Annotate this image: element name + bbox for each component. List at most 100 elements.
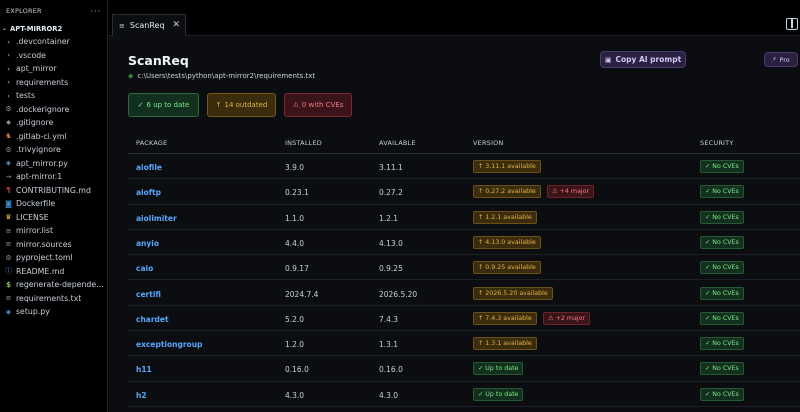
gitlab-icon: ♞	[5, 132, 12, 141]
table-row: certifi 2024.7.4 2026.5.20 ↑ 2026.5.20 avai…	[128, 281, 800, 306]
file-tree-item[interactable]: › apt_mirror	[0, 62, 107, 76]
title-strip	[108, 0, 800, 14]
package-link[interactable]: h2	[136, 390, 147, 400]
lightning-icon: ⚡	[772, 56, 777, 63]
security-badge: ✓ No CVEs	[700, 337, 744, 351]
stat-cves-text: 0 with CVEs	[301, 101, 344, 109]
package-link[interactable]: aioftp	[136, 188, 162, 198]
available-version: 1.2.1	[379, 213, 399, 223]
file-tree-item[interactable]: ≡ mirror.sources	[0, 238, 107, 252]
package-link[interactable]: exceptiongroup	[136, 340, 203, 350]
file-tree-item[interactable]: ◆ .gitignore	[0, 116, 107, 130]
stat-outdated: ↑ 14 outdated	[207, 93, 276, 117]
installed-version: 0.23.1	[285, 188, 309, 198]
file-tree-item[interactable]: ⓘ README.md	[0, 265, 107, 279]
package-link[interactable]: certifi	[136, 289, 161, 299]
check-icon: ✓	[137, 101, 144, 109]
dollar-icon: $	[6, 280, 11, 289]
file-tree-item[interactable]: ≡ requirements.txt	[0, 292, 107, 306]
file-tree-item[interactable]: ◈ setup.py	[0, 305, 107, 319]
available-version: 0.9.25	[379, 264, 403, 274]
column-package: PACKAGE	[136, 139, 168, 147]
available-version: 3.11.1	[379, 163, 403, 172]
version-badge: ↑ 4.13.0 available	[473, 235, 541, 249]
version-badge: ✓ Up to date	[473, 387, 524, 401]
version-badge: ↑ 3.11.1 available	[473, 160, 541, 173]
file-tree-item[interactable]: ◈ apt_mirror.py	[0, 157, 107, 171]
file-tree-item[interactable]: ⚙ pyproject.toml	[0, 251, 107, 265]
version-badge: ↑ 0.27.2 available	[473, 185, 541, 199]
table-header: PACKAGE INSTALLED AVAILABLE VERSION SECU…	[128, 130, 800, 154]
security-badge: ✓ No CVEs	[700, 286, 744, 300]
version-badge: ✓ Up to date	[473, 362, 524, 376]
file-tree-item-label: .gitlab-ci.yml	[16, 131, 67, 141]
copy-ai-prompt-label: Copy AI prompt	[615, 55, 682, 64]
file-tree-item[interactable]: ♛ LICENSE	[0, 211, 107, 225]
table-row: exceptiongroup 1.2.0 1.3.1 ↑ 1.3.1 availabl…	[128, 331, 800, 357]
package-link[interactable]: anyio	[136, 238, 160, 248]
package-link[interactable]: aiofile	[136, 163, 163, 172]
page-title: ScanReq	[128, 53, 189, 68]
column-version: VERSION	[473, 139, 504, 147]
explorer-title: EXPLORER	[6, 7, 42, 15]
installed-version: 2024.7.4	[285, 289, 319, 299]
file-tree-item[interactable]: ◙ Dockerfile	[0, 197, 107, 211]
package-link[interactable]: caio	[136, 264, 154, 274]
scanreq-panel: ScanReq ◈ c:\Users\tests\python\apt-mirr…	[108, 37, 800, 412]
package-link[interactable]: h11	[136, 365, 152, 375]
file-tree-item[interactable]: $ regenerate-dependencie...	[0, 278, 107, 292]
file-tree-item-label: apt_mirror.py	[16, 158, 68, 168]
security-badge: ✓ No CVEs	[700, 160, 744, 173]
file-tree-item[interactable]: ♞ .gitlab-ci.yml	[0, 130, 107, 144]
file-tree-item-label: CONTRIBUTING.md	[16, 185, 91, 195]
folder-chevron-icon: ›	[7, 51, 10, 60]
copy-ai-prompt-button[interactable]: ▣ Copy AI prompt	[600, 51, 686, 68]
file-tree-item[interactable]: › .vscode	[0, 49, 107, 63]
major-bump-badge: ⚠ +2 major	[543, 311, 591, 325]
more-actions-icon[interactable]: ···	[90, 6, 101, 16]
file-tree-item-label: apt-mirror.1	[16, 172, 63, 182]
pro-button[interactable]: ⚡ Pro	[764, 52, 798, 67]
project-folder[interactable]: ⌄ APT-MIRROR2	[0, 22, 107, 35]
file-tree-item-label: LICENSE	[16, 212, 49, 222]
file-tree-item[interactable]: ≡ mirror.list	[0, 224, 107, 238]
major-bump-badge: ⚠ +4 major	[547, 185, 595, 199]
warning-icon: ⚠	[292, 101, 299, 109]
file-tree-item[interactable]: ⚙ .trivyignore	[0, 143, 107, 157]
file-tree-item[interactable]: › tests	[0, 89, 107, 103]
file-tree-item-label: Dockerfile	[16, 199, 56, 209]
version-badge: ↑ 7.4.3 available	[473, 311, 537, 325]
tab-scanreq[interactable]: ≡ ScanReq ✕	[112, 14, 186, 36]
installed-version: 0.16.0	[285, 365, 309, 375]
stat-up-to-date-text: 6 up to date	[146, 101, 190, 109]
package-link[interactable]: aiolimiter	[136, 213, 177, 223]
file-tree-item[interactable]: › .devcontainer	[0, 35, 107, 49]
file-tree-item-label: mirror.sources	[16, 239, 72, 249]
list-icon: ≡	[5, 294, 12, 303]
security-badge: ✓ No CVEs	[700, 387, 744, 401]
file-tree-item[interactable]: → apt-mirror.1	[0, 170, 107, 184]
file-tree: › .devcontainer › .vscode › apt_mirror › requir…	[0, 35, 107, 319]
file-tree-item[interactable]: ¶ CONTRIBUTING.md	[0, 184, 107, 198]
file-tree-item[interactable]: › requirements	[0, 76, 107, 90]
file-tree-item-label: README.md	[16, 266, 65, 276]
installed-version: 1.1.0	[285, 213, 305, 223]
version-badge: ↑ 0.9.25 available	[473, 261, 541, 275]
license-icon: ♛	[5, 213, 12, 222]
file-tree-item-label: .vscode	[16, 50, 46, 60]
file-tree-item-label: .trivyignore	[16, 145, 61, 155]
table-row: aiolimiter 1.1.0 1.2.1 ↑ 1.2.1 available ✓ N…	[128, 205, 800, 230]
docker-icon: ◙	[5, 199, 12, 208]
column-installed: INSTALLED	[285, 139, 322, 147]
package-link[interactable]: chardet	[136, 314, 169, 324]
file-tree-item-label: apt_mirror	[16, 64, 57, 74]
arrow-up-icon: ↑	[215, 101, 222, 109]
split-editor-icon[interactable]	[786, 18, 798, 30]
version-badge: ↑ 1.3.1 available	[473, 337, 537, 351]
file-tree-item-label: .dockerignore	[16, 104, 70, 114]
explorer-header: EXPLORER ···	[0, 0, 107, 22]
close-icon[interactable]: ✕	[172, 20, 180, 30]
available-version: 4.13.0	[379, 238, 403, 248]
stat-cves: ⚠ 0 with CVEs	[284, 93, 352, 117]
file-tree-item[interactable]: ⚙ .dockerignore	[0, 103, 107, 117]
